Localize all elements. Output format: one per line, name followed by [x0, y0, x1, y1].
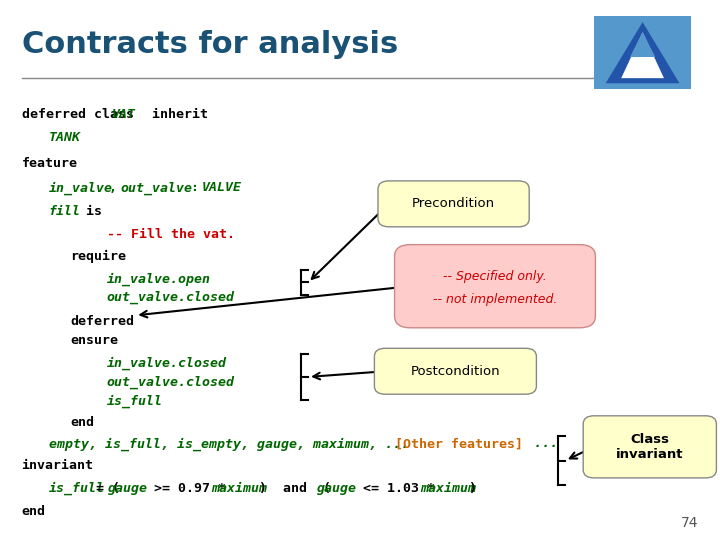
Text: empty, is_full, is_empty, gauge, maximum, ...: empty, is_full, is_empty, gauge, maximum… [49, 437, 417, 451]
Text: deferred class: deferred class [22, 108, 142, 121]
Text: in_valve.closed: in_valve.closed [107, 356, 227, 370]
Text: ...: ... [526, 437, 557, 450]
Polygon shape [606, 22, 680, 83]
Text: in_valve: in_valve [49, 181, 113, 195]
Text: -- not implemented.: -- not implemented. [433, 293, 557, 306]
Text: Class
invariant: Class invariant [616, 433, 683, 461]
Text: inherit: inherit [144, 108, 208, 121]
Text: out_valve.closed: out_valve.closed [107, 375, 235, 389]
Text: ,: , [109, 181, 125, 194]
Text: feature: feature [22, 157, 78, 170]
Text: is_full: is_full [107, 394, 163, 408]
Text: out_valve: out_valve [120, 181, 192, 195]
FancyBboxPatch shape [395, 245, 595, 328]
Text: Contracts for analysis: Contracts for analysis [22, 30, 398, 59]
Text: -- Specified only.: -- Specified only. [443, 269, 547, 282]
Text: Precondition: Precondition [412, 197, 495, 211]
Text: -- Fill the vat.: -- Fill the vat. [107, 228, 235, 241]
Text: maximum: maximum [211, 482, 267, 495]
Text: Postcondition: Postcondition [410, 364, 500, 378]
Polygon shape [621, 32, 664, 78]
Text: 74: 74 [681, 516, 698, 530]
Text: :: : [191, 181, 207, 194]
Text: is_full: is_full [49, 482, 105, 495]
Text: gauge: gauge [317, 482, 357, 495]
Text: VAT: VAT [112, 108, 135, 121]
Text: ): ) [468, 482, 476, 495]
Text: fill: fill [49, 205, 81, 218]
Text: invariant: invariant [22, 459, 94, 472]
Text: end: end [22, 505, 45, 518]
Text: end: end [71, 416, 94, 429]
Text: TANK: TANK [49, 131, 81, 144]
Text: <= 1.03 *: <= 1.03 * [355, 482, 443, 495]
Text: is: is [78, 205, 102, 218]
Text: )  and  (: ) and ( [259, 482, 331, 495]
FancyBboxPatch shape [378, 181, 529, 227]
Text: ensure: ensure [71, 334, 119, 347]
Text: [Other features]: [Other features] [395, 437, 523, 450]
FancyBboxPatch shape [374, 348, 536, 394]
Text: require: require [71, 250, 127, 263]
FancyBboxPatch shape [594, 16, 691, 89]
Text: in_valve.open: in_valve.open [107, 272, 210, 286]
Text: maximum: maximum [420, 482, 476, 495]
Text: = (: = ( [88, 482, 120, 495]
Text: VALVE: VALVE [202, 181, 242, 194]
Text: >= 0.97 *: >= 0.97 * [146, 482, 234, 495]
Polygon shape [630, 32, 655, 57]
Text: out_valve.closed: out_valve.closed [107, 291, 235, 305]
Text: gauge: gauge [108, 482, 148, 495]
Text: deferred: deferred [71, 315, 135, 328]
FancyBboxPatch shape [583, 416, 716, 478]
